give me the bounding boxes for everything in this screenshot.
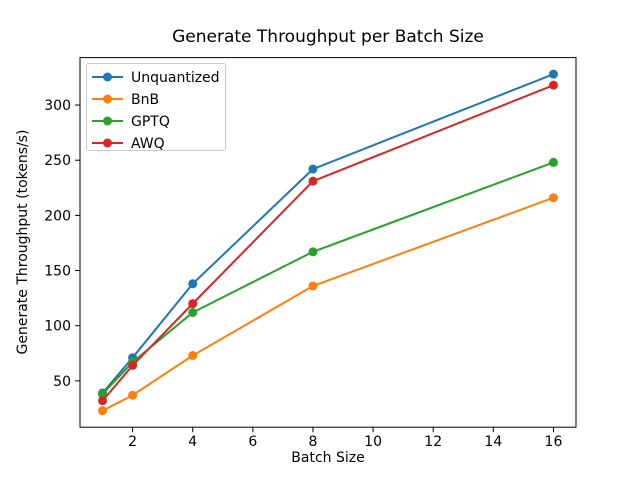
series-gptq [98,157,558,399]
data-point [308,281,318,291]
y-tick-label: 200 [44,208,71,224]
data-point [188,279,198,289]
y-axis-label: Generate Throughput (tokens/s) [15,130,31,355]
data-point [308,247,318,257]
x-tick-label: 2 [128,434,137,450]
data-point [548,80,558,90]
data-point [188,350,198,360]
series-bnb [98,193,558,416]
legend-item-gptq: GPTQ [92,114,170,130]
legend: Unquantized BnB GPTQ AWQ [86,63,226,152]
data-point [548,69,558,79]
y-tick-label: 100 [44,319,71,335]
legend-box [86,63,226,151]
data-point [308,176,318,186]
x-tick-label: 6 [248,434,257,450]
series-awq [98,80,558,406]
legend-marker [103,72,112,82]
legend-item-bnb: BnB [92,92,159,108]
legend-marker [103,116,112,126]
y-tick-label: 250 [44,153,71,169]
x-tick-label: 16 [545,434,563,450]
series-unquantized [98,69,558,398]
x-tick-label: 12 [424,434,442,450]
x-tick-label: 4 [188,434,197,450]
legend-marker [103,94,112,104]
data-point [98,396,108,406]
data-point [548,193,558,203]
y-tick-label: 150 [44,264,71,280]
data-point [308,164,318,174]
legend-item-unquantized: Unquantized [92,70,220,86]
x-tick-label: 14 [484,434,502,450]
x-tick-label: 10 [364,434,382,450]
y-tick-label: 300 [44,98,71,114]
data-point [128,360,138,370]
chart-title: Generate Throughput per Batch Size [172,27,484,47]
legend-item-label: BnB [131,92,159,108]
data-point [98,406,108,416]
x-axis-label: Batch Size [291,450,364,466]
y-tick-label: 50 [53,374,71,390]
legend-item-label: GPTQ [131,114,170,130]
data-point [548,157,558,167]
plot-area: 2 4 6 8 10 12 14 16 50 100 150 200 250 300 [44,57,577,450]
x-tick-label: 8 [309,434,318,450]
data-point [98,389,108,399]
data-point [128,390,138,400]
legend-item-label: Unquantized [131,70,220,86]
data-point [188,307,198,317]
legend-item-awq: AWQ [92,136,165,152]
series-line [101,161,555,396]
series-line [101,196,555,412]
data-point [188,299,198,309]
axes-frame [79,57,577,428]
legend-marker [103,138,112,148]
legend-item-label: AWQ [131,136,165,152]
